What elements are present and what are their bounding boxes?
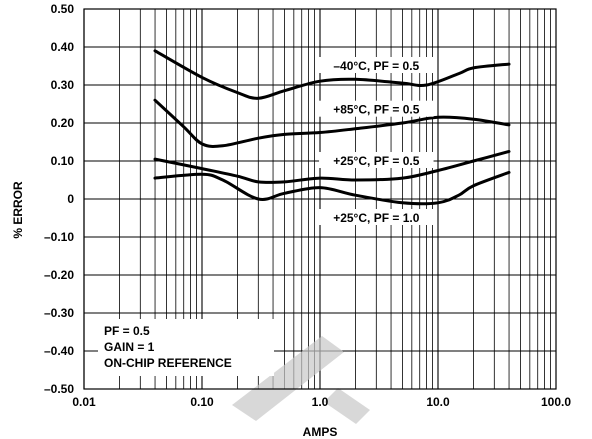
watermark-stroke-left	[232, 336, 344, 421]
series-label-bg	[319, 57, 434, 73]
y-tick-label: –0.50	[44, 382, 74, 396]
annotation-box: PF = 0.5 GAIN = 1 ON-CHIP REFERENCE	[98, 319, 274, 376]
series-label-bg	[319, 100, 434, 117]
y-tick-label: 0.20	[51, 116, 75, 130]
series-line	[153, 49, 511, 100]
series-label-bg	[319, 209, 434, 225]
watermark	[232, 336, 370, 424]
y-tick-label: 0	[67, 192, 74, 206]
series-label: –40°C, PF = 0.5	[333, 59, 419, 73]
series-label-layer: –40°C, PF = 0.5 +85°C, PF = 0.5 +25°C, PF …	[319, 57, 434, 225]
x-tick-label: 0.01	[72, 395, 96, 409]
x-tick-label: 100.0	[541, 395, 571, 409]
series-line	[153, 150, 511, 184]
series-layer	[153, 49, 511, 206]
y-axis-title: % ERROR	[11, 181, 25, 239]
x-axis-title: AMPS	[303, 425, 338, 439]
y-tick-label: 0.30	[51, 78, 75, 92]
y-tick-label: 0.10	[51, 154, 75, 168]
y-tick-label: –0.40	[44, 344, 74, 358]
series-line	[153, 98, 511, 148]
series-line	[153, 170, 511, 206]
plot-frame	[83, 8, 557, 390]
y-tick-label: 0.50	[51, 2, 75, 16]
watermark-stroke-right	[324, 388, 370, 424]
x-tick-label: 10.0	[426, 395, 450, 409]
y-tick-label: 0.40	[51, 40, 75, 54]
series-label: +25°C, PF = 1.0	[333, 211, 420, 225]
y-tick-label: –0.30	[44, 306, 74, 320]
tick-label-layer: 0.50 0.40 0.30 0.20 0.10 0 –0.10 –0.20 –0.30 –0.4…	[44, 2, 571, 409]
annotation-bg	[98, 319, 274, 376]
y-tick-label: –0.20	[44, 268, 74, 282]
annotation-line: PF = 0.5	[104, 324, 150, 338]
series-label-bg	[319, 152, 434, 168]
series-label: +25°C, PF = 0.5	[333, 154, 420, 168]
series-label: +85°C, PF = 0.5	[333, 103, 420, 117]
y-tick-label: –0.10	[44, 230, 74, 244]
annotation-line: GAIN = 1	[104, 340, 155, 354]
x-tick-label: 1.0	[312, 395, 329, 409]
x-tick-label: 0.10	[190, 395, 214, 409]
annotation-line: ON-CHIP REFERENCE	[104, 356, 232, 370]
